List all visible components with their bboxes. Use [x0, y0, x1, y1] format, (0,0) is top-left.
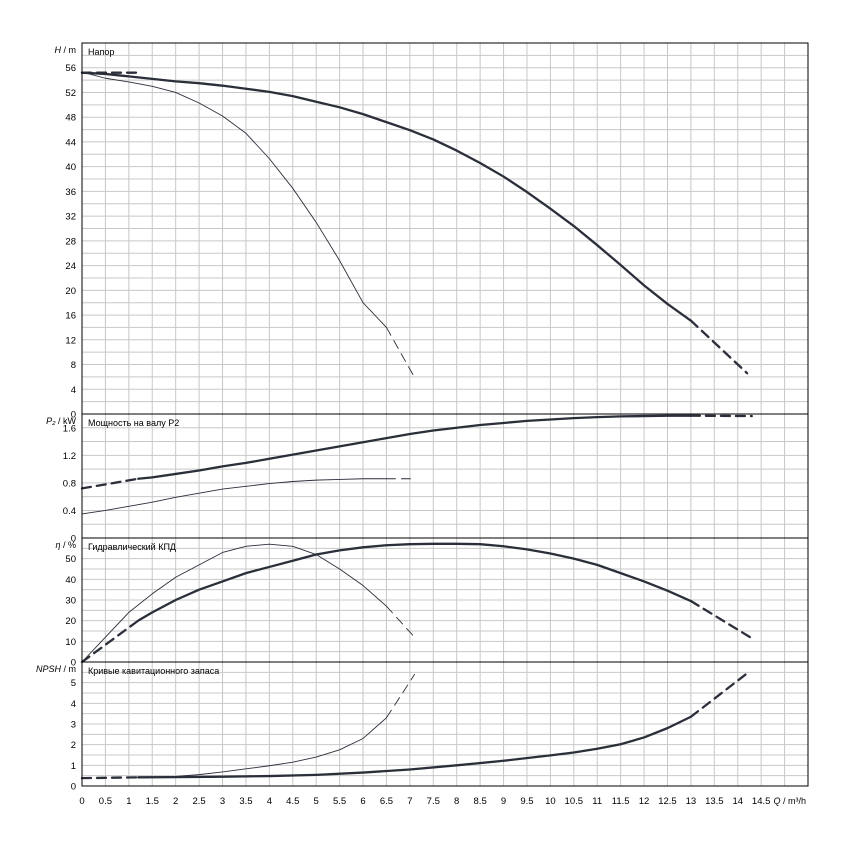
efficiency-curve-thin-dashed-end	[386, 605, 416, 638]
npsh-curve-bold-dashed-start	[80, 776, 140, 780]
y-axis-label-efficiency: η / %	[55, 540, 76, 550]
x-tick-label: 0.5	[99, 796, 112, 807]
power-curve-bold	[137, 414, 693, 480]
panel-title-efficiency: Гидравлический КПД	[88, 542, 176, 552]
x-tick-label: 3	[220, 796, 225, 807]
x-tick-label: 8	[454, 796, 459, 807]
y-tick-label-head: 8	[71, 360, 76, 371]
y-tick-label-power: 0	[71, 534, 76, 545]
panel-title-power: Мощность на валу P2	[88, 418, 179, 428]
y-tick-label-efficiency: 30	[65, 596, 76, 607]
power-curve-thin	[81, 478, 387, 515]
y-axis-label-power: P₂ / kW	[46, 416, 76, 426]
y-tick-label-power: 1.6	[63, 423, 76, 434]
y-tick-label-head: 56	[65, 63, 76, 74]
x-tick-label: 1	[126, 796, 131, 807]
x-tick-label: 4.5	[286, 796, 299, 807]
curve-layer	[80, 71, 753, 780]
panel-frame-power	[81, 413, 809, 539]
grid-lines	[82, 43, 808, 786]
efficiency-curve-thin	[81, 543, 387, 663]
x-tick-label: 7	[407, 796, 412, 807]
y-tick-label-head: 12	[65, 335, 76, 346]
x-tick-label: 3.5	[239, 796, 252, 807]
panel-frame-npsh	[81, 661, 809, 787]
y-tick-label-power: 0.4	[63, 506, 76, 517]
y-tick-label-head: 16	[65, 311, 76, 322]
x-tick-label: 5	[314, 796, 319, 807]
y-tick-label-head: 20	[65, 286, 76, 297]
y-tick-label-efficiency: 0	[71, 658, 76, 669]
panel-frames	[81, 42, 809, 787]
npsh-curve-bold	[137, 715, 693, 779]
panel-title-head: Напор	[88, 47, 114, 57]
head-curve-bold-dashed-end	[689, 319, 749, 375]
x-tick-label: 14	[732, 796, 743, 807]
y-tick-label-npsh: 2	[71, 740, 76, 751]
y-tick-label-efficiency: 40	[65, 575, 76, 586]
y-tick-label-efficiency: 10	[65, 637, 76, 648]
y-tick-label-npsh: 0	[71, 782, 76, 793]
npsh-curve-thin-dashed-end	[386, 673, 416, 719]
y-tick-label-head: 28	[65, 236, 76, 247]
y-axis-label-head: H / m	[55, 45, 77, 55]
efficiency-curve-bold	[137, 542, 693, 622]
y-tick-label-head: 48	[65, 113, 76, 124]
x-tick-label: 6.5	[380, 796, 393, 807]
x-axis-label: Q / m³/h	[773, 796, 806, 806]
head-curve-bold	[80, 71, 693, 322]
x-tick-label: 7.5	[427, 796, 440, 807]
x-tick-label: 1.5	[146, 796, 159, 807]
x-tick-label: 8.5	[474, 796, 487, 807]
head-curve-thin-dashed-end	[386, 326, 416, 378]
head-curve-thin	[81, 71, 387, 328]
y-tick-label-head: 32	[65, 212, 76, 223]
y-tick-label-head: 4	[71, 385, 76, 396]
x-tick-label: 11	[592, 796, 602, 807]
x-tick-label: 9	[501, 796, 506, 807]
x-tick-label: 10	[545, 796, 556, 807]
y-tick-label-power: 1.2	[63, 451, 76, 462]
y-tick-label-npsh: 5	[71, 678, 76, 689]
x-tick-label: 6	[360, 796, 365, 807]
panel-title-npsh: Кривые кавитационного запаса	[88, 666, 219, 676]
power-curve-bold-dashed-start	[80, 477, 140, 490]
x-tick-label: 13.5	[705, 796, 724, 807]
x-tick-label: 10.5	[565, 796, 584, 807]
y-tick-label-head: 36	[65, 187, 76, 198]
y-tick-label-head: 52	[65, 88, 76, 99]
y-tick-label-power: 0.8	[63, 478, 76, 489]
x-tick-label: 11.5	[612, 796, 630, 807]
y-tick-label-npsh: 3	[71, 720, 76, 731]
efficiency-curve-bold-dashed-start	[80, 619, 140, 664]
y-axis-label-npsh: NPSH / m	[36, 664, 76, 674]
x-tick-label: 0	[79, 796, 84, 807]
x-tick-label: 4	[267, 796, 272, 807]
y-tick-label-head: 24	[65, 261, 76, 272]
y-tick-label-efficiency: 20	[65, 616, 76, 627]
x-tick-label: 5.5	[333, 796, 346, 807]
x-tick-label: 14.5	[752, 796, 771, 807]
x-tick-label: 2.5	[192, 796, 205, 807]
x-tick-label: 9.5	[520, 796, 533, 807]
npsh-curve-bold-dashed-end	[689, 672, 749, 718]
y-tick-label-efficiency: 50	[65, 554, 76, 565]
x-tick-label: 12	[639, 796, 650, 807]
x-tick-label: 12.5	[658, 796, 677, 807]
y-tick-label-head: 40	[65, 162, 76, 173]
x-tick-label: 13	[686, 796, 697, 807]
y-tick-label-head: 44	[65, 137, 76, 148]
y-tick-label-npsh: 1	[71, 761, 76, 772]
y-tick-label-head: 0	[71, 410, 76, 421]
efficiency-curve-bold-dashed-end	[689, 599, 753, 640]
x-tick-label: 2	[173, 796, 178, 807]
y-tick-label-npsh: 4	[71, 699, 76, 710]
npsh-curve-thin	[137, 717, 387, 778]
